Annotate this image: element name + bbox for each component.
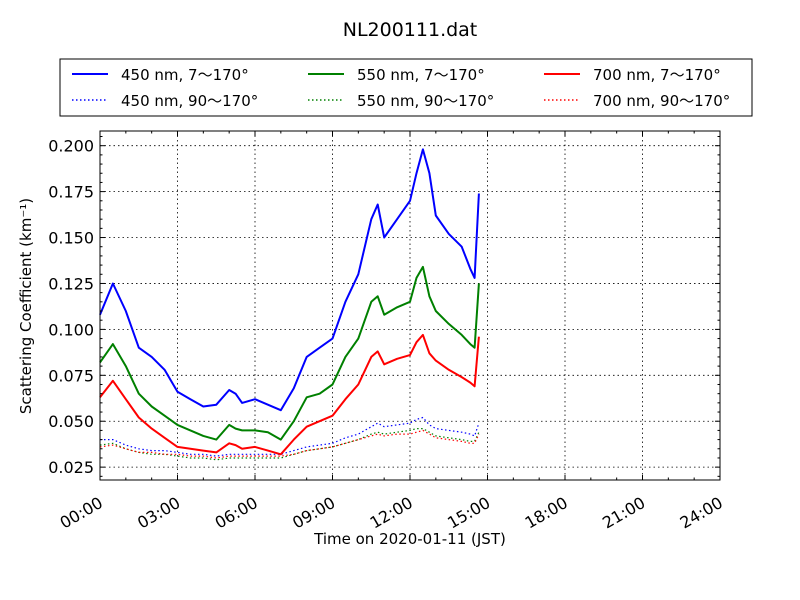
x-tick-label: 18:00: [522, 493, 571, 533]
legend: 450 nm, 7～170° 550 nm, 7～170° 700 nm, 7～17…: [59, 58, 753, 117]
legend-label: 450 nm, 90～170°: [121, 92, 258, 110]
plot-area: [99, 148, 480, 461]
x-tick-label: 00:00: [57, 493, 106, 533]
x-tick-label: 12:00: [367, 493, 416, 533]
chart-title: NL200111.dat: [343, 19, 478, 41]
y-tick-label: 0.150: [48, 229, 94, 248]
series-line: [99, 333, 480, 456]
x-tick-label: 24:00: [677, 493, 726, 533]
legend-label: 450 nm, 7～170°: [121, 66, 249, 84]
series-line: [99, 265, 480, 441]
series-line: [99, 429, 480, 459]
x-axis-label: Time on 2020-01-11 (JST): [313, 530, 506, 548]
series-line: [99, 148, 480, 412]
series-line: [100, 416, 480, 457]
y-axis-label: Scattering Coefficient (km⁻¹): [17, 198, 35, 414]
x-tick-label: 06:00: [212, 493, 261, 533]
x-tick-label: 21:00: [599, 493, 648, 533]
y-tick-label: 0.075: [48, 366, 94, 385]
y-tick-label: 0.200: [48, 137, 94, 156]
x-tick-label: 15:00: [444, 493, 493, 533]
y-tick-label: 0.050: [48, 412, 94, 431]
y-tick-label: 0.100: [48, 320, 94, 339]
legend-label: 700 nm, 90～170°: [593, 92, 730, 110]
legend-label: 700 nm, 7～170°: [593, 66, 721, 84]
grid: [100, 131, 720, 480]
y-tick-label: 0.025: [48, 458, 94, 477]
legend-frame: [59, 58, 753, 117]
y-tick-label: 0.175: [48, 183, 94, 202]
series-line: [99, 428, 480, 461]
y-tick-label: 0.125: [48, 274, 94, 293]
x-tick-label: 03:00: [134, 493, 183, 533]
legend-label: 550 nm, 90～170°: [357, 92, 494, 110]
axes-frame: [99, 130, 721, 481]
legend-label: 550 nm, 7～170°: [357, 66, 485, 84]
x-tick-label: 09:00: [289, 493, 338, 533]
